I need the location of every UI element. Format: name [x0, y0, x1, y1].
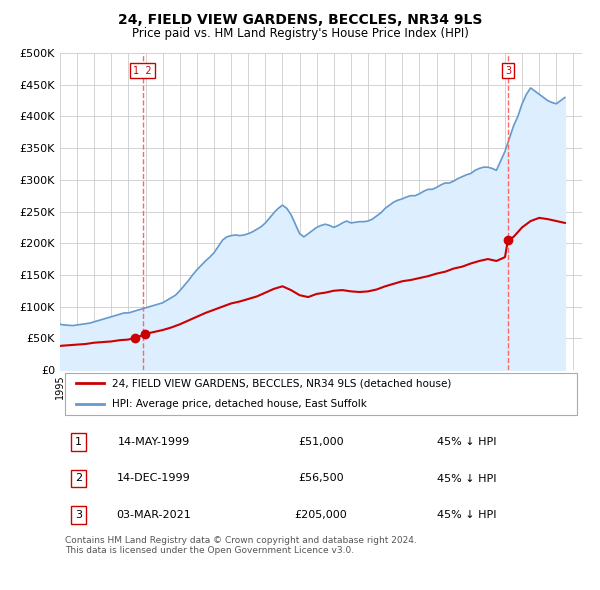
Text: Price paid vs. HM Land Registry's House Price Index (HPI): Price paid vs. HM Land Registry's House …: [131, 27, 469, 40]
Text: 24, FIELD VIEW GARDENS, BECCLES, NR34 9LS (detached house): 24, FIELD VIEW GARDENS, BECCLES, NR34 9L…: [112, 378, 452, 388]
Text: £51,000: £51,000: [298, 437, 344, 447]
Text: 3: 3: [75, 510, 82, 520]
Text: 2: 2: [75, 473, 82, 483]
Text: 24, FIELD VIEW GARDENS, BECCLES, NR34 9LS: 24, FIELD VIEW GARDENS, BECCLES, NR34 9L…: [118, 12, 482, 27]
Text: 1  2: 1 2: [133, 65, 152, 76]
Text: 45% ↓ HPI: 45% ↓ HPI: [437, 437, 497, 447]
FancyBboxPatch shape: [65, 373, 577, 415]
Text: 3: 3: [505, 65, 511, 76]
Text: 1: 1: [75, 437, 82, 447]
Text: 45% ↓ HPI: 45% ↓ HPI: [437, 510, 497, 520]
Text: 14-DEC-1999: 14-DEC-1999: [117, 473, 191, 483]
Text: 03-MAR-2021: 03-MAR-2021: [116, 510, 191, 520]
Text: HPI: Average price, detached house, East Suffolk: HPI: Average price, detached house, East…: [112, 399, 367, 409]
Text: £205,000: £205,000: [295, 510, 347, 520]
Text: Contains HM Land Registry data © Crown copyright and database right 2024.
This d: Contains HM Land Registry data © Crown c…: [65, 536, 417, 555]
Text: 45% ↓ HPI: 45% ↓ HPI: [437, 473, 497, 483]
Text: £56,500: £56,500: [298, 473, 344, 483]
Text: 14-MAY-1999: 14-MAY-1999: [118, 437, 190, 447]
